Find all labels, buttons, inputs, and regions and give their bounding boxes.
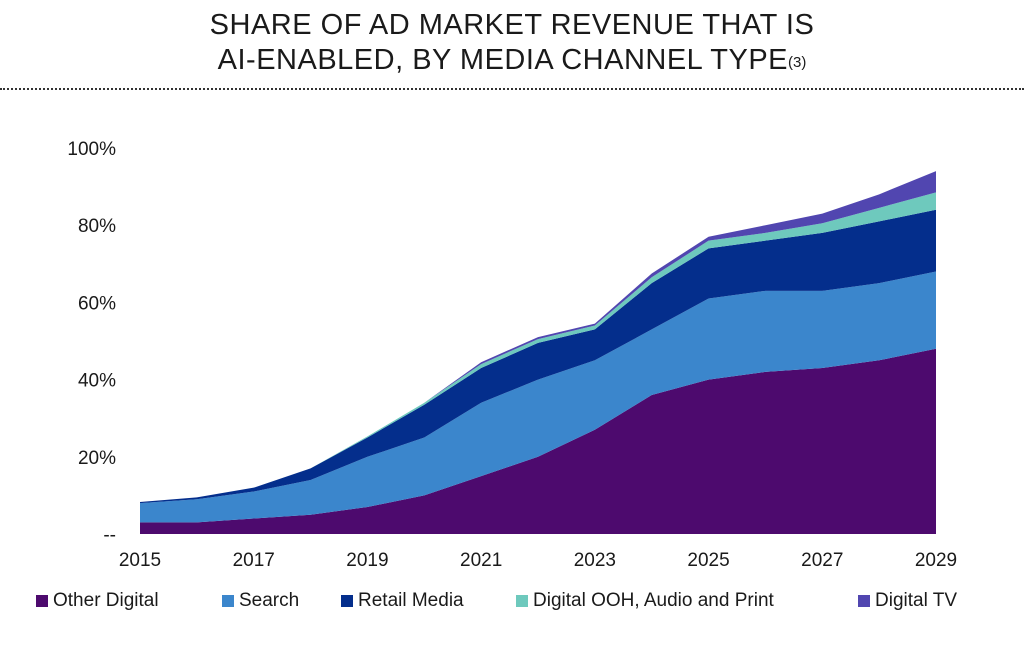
area-digital-tv [140,171,936,502]
y-tick-label: 60% [78,293,116,314]
y-tick-label: 20% [78,448,116,469]
chart-title-line-2: AI-ENABLED, BY MEDIA CHANNEL TYPE(3) [0,43,1024,78]
legend-swatch-other-digital [36,595,48,607]
x-tick-label: 2025 [687,550,729,571]
x-tick-label: 2029 [915,550,957,571]
area-search [140,271,936,523]
legend-label-digital-ooh: Digital OOH, Audio and Print [533,590,774,611]
y-axis-tick-labels: -- 20% 40% 60% 80% 100% [67,139,116,546]
chart-title: SHARE OF AD MARKET REVENUE THAT IS AI-EN… [0,8,1024,78]
x-tick-label: 2023 [574,550,616,571]
legend-item-other-digital: Other Digital [36,590,159,612]
x-axis-tick-labels: 2015 2017 2019 2021 2023 2025 2027 2029 [119,550,957,571]
legend-label-search: Search [239,590,300,611]
chart-title-footnote: (3) [788,54,807,71]
legend: Other Digital Search Retail Media Digita… [0,590,1024,616]
legend-item-digital-ooh: Digital OOH, Audio and Print [516,590,774,612]
legend-item-search: Search [222,590,299,612]
legend-swatch-digital-ooh [516,595,528,607]
chart-title-line-1: SHARE OF AD MARKET REVENUE THAT IS [209,9,815,41]
legend-item-retail-media: Retail Media [341,590,464,612]
legend-label-retail-media: Retail Media [358,590,464,611]
area-retail-media [140,209,936,504]
legend-item-digital-tv: Digital TV [858,590,957,612]
title-divider [0,88,1024,90]
legend-label-digital-tv: Digital TV [875,590,958,611]
area-layers [140,171,936,534]
legend-swatch-digital-tv [858,595,870,607]
legend-swatch-retail-media [341,595,353,607]
legend-swatch-search [222,595,234,607]
area-digital-ooh-audio-and-print [140,192,936,502]
y-tick-label: -- [103,525,116,546]
x-tick-label: 2017 [233,550,275,571]
area-other-digital [140,348,936,534]
y-tick-label: 80% [78,216,116,237]
y-tick-label: 40% [78,371,116,392]
y-tick-label: 100% [67,139,116,160]
legend-label-other-digital: Other Digital [53,590,159,611]
x-tick-label: 2019 [346,550,388,571]
x-tick-label: 2015 [119,550,161,571]
x-tick-label: 2027 [801,550,843,571]
chart-title-line-2-text: AI-ENABLED, BY MEDIA CHANNEL TYPE [217,44,789,76]
x-tick-label: 2021 [460,550,502,571]
